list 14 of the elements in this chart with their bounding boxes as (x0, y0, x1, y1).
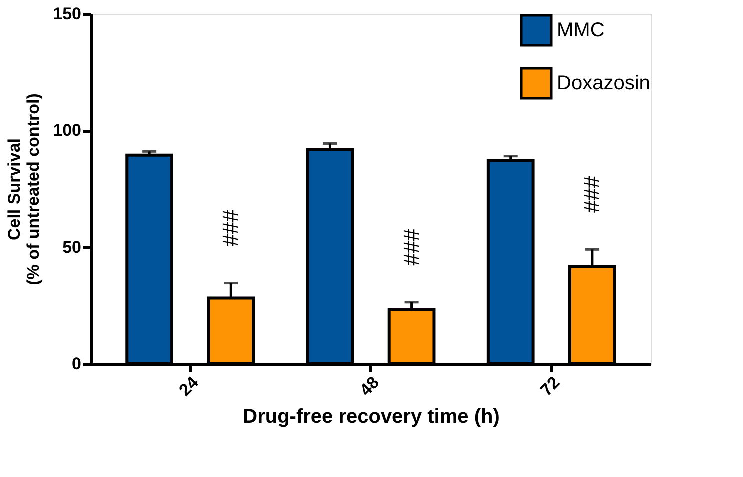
annotation: ### (398, 228, 424, 266)
legend-label: MMC (557, 20, 605, 42)
x-tick-label: 72 (536, 373, 564, 400)
annotation: ### (579, 176, 604, 214)
x-tick-label: 24 (176, 372, 203, 400)
y-tick-label: 0 (72, 354, 82, 374)
x-tick-label: 48 (356, 373, 384, 400)
legend-label: Doxazosin (557, 72, 650, 94)
y-axis-title: Cell Survival (% of untreated control) (5, 94, 44, 286)
y-tick-label: 100 (53, 121, 82, 140)
y-tick-label: 150 (53, 4, 82, 24)
x-axis-title: Drug-free recovery time (h) (243, 406, 500, 428)
y-tick-label: 50 (62, 238, 82, 257)
annotation: ### (218, 209, 244, 247)
